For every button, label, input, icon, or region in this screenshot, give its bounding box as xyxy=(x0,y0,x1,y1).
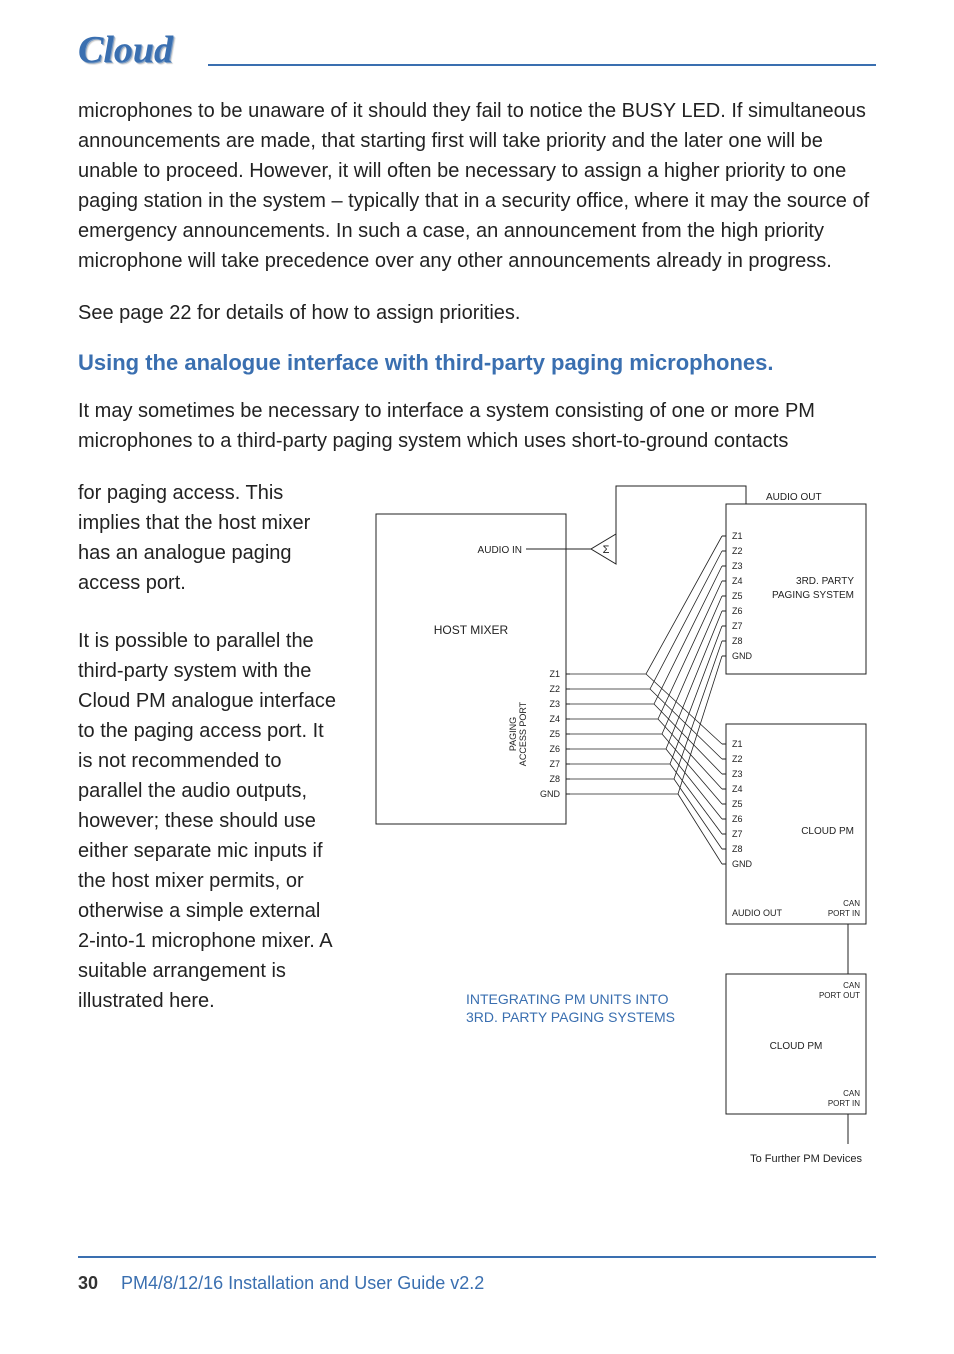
page-footer: 30 PM4/8/12/16 Installation and User Gui… xyxy=(78,1273,484,1294)
column-paragraph-1: for paging access. This implies that the… xyxy=(78,478,338,598)
header-rule xyxy=(208,64,876,66)
svg-text:Z1: Z1 xyxy=(732,739,743,749)
svg-text:Z3: Z3 xyxy=(549,699,560,709)
svg-text:Z4: Z4 xyxy=(549,714,560,724)
body-paragraph-3: It may sometimes be necessary to interfa… xyxy=(78,396,876,456)
svg-text:Z5: Z5 xyxy=(732,591,743,601)
svg-text:Z5: Z5 xyxy=(732,799,743,809)
svg-text:Z8: Z8 xyxy=(549,774,560,784)
svg-text:Z2: Z2 xyxy=(732,546,743,556)
svg-text:Z2: Z2 xyxy=(549,684,560,694)
body-paragraph-2: See page 22 for details of how to assign… xyxy=(78,298,876,328)
svg-text:Z4: Z4 xyxy=(732,576,743,586)
svg-text:Z1: Z1 xyxy=(732,531,743,541)
svg-text:CLOUD PM: CLOUD PM xyxy=(770,1041,823,1052)
svg-text:3RD. PARTY: 3RD. PARTY xyxy=(796,576,854,587)
svg-text:GND: GND xyxy=(732,859,753,869)
page-number: 30 xyxy=(78,1273,98,1293)
svg-text:Z2: Z2 xyxy=(732,754,743,764)
svg-text:CAN: CAN xyxy=(843,981,860,990)
svg-text:GND: GND xyxy=(540,789,561,799)
svg-text:PORT IN: PORT IN xyxy=(828,1099,860,1108)
svg-text:CAN: CAN xyxy=(843,899,860,908)
svg-text:Z6: Z6 xyxy=(732,606,743,616)
svg-text:Z1: Z1 xyxy=(549,669,560,679)
svg-text:HOST MIXER: HOST MIXER xyxy=(434,623,509,637)
svg-text:CLOUD PM: CLOUD PM xyxy=(801,826,854,837)
footer-rule xyxy=(78,1256,876,1258)
svg-text:GND: GND xyxy=(732,651,753,661)
svg-text:Z7: Z7 xyxy=(549,759,560,769)
svg-text:CAN: CAN xyxy=(843,1089,860,1098)
svg-text:AUDIO OUT: AUDIO OUT xyxy=(766,492,822,503)
svg-text:Z6: Z6 xyxy=(549,744,560,754)
section-heading: Using the analogue interface with third-… xyxy=(78,350,876,376)
svg-text:PAGING: PAGING xyxy=(508,717,518,751)
svg-text:To Further PM Devices: To Further PM Devices xyxy=(750,1153,862,1165)
svg-text:Z6: Z6 xyxy=(732,814,743,824)
svg-text:Z4: Z4 xyxy=(732,784,743,794)
svg-text:ACCESS PORT: ACCESS PORT xyxy=(518,701,528,766)
svg-text:3RD. PARTY PAGING SYSTEMS: 3RD. PARTY PAGING SYSTEMS xyxy=(466,1009,675,1025)
footer-text: PM4/8/12/16 Installation and User Guide … xyxy=(121,1273,484,1293)
svg-text:PAGING SYSTEM: PAGING SYSTEM xyxy=(772,590,854,601)
brand-logo: Cloud xyxy=(78,28,173,72)
column-paragraph-2: It is possible to parallel the third-par… xyxy=(78,626,338,1016)
svg-text:Z3: Z3 xyxy=(732,561,743,571)
svg-text:AUDIO OUT: AUDIO OUT xyxy=(732,908,783,918)
svg-text:Z7: Z7 xyxy=(732,621,743,631)
svg-text:Z3: Z3 xyxy=(732,769,743,779)
body-paragraph-1: microphones to be unaware of it should t… xyxy=(78,96,876,276)
wiring-diagram: HOST MIXER AUDIO IN Σ 3RD. PARTY PAGING SYST… xyxy=(356,478,876,1194)
svg-text:Z7: Z7 xyxy=(732,829,743,839)
svg-text:Σ: Σ xyxy=(603,544,610,556)
svg-text:PORT OUT: PORT OUT xyxy=(819,991,860,1000)
svg-text:Z8: Z8 xyxy=(732,636,743,646)
svg-text:PORT IN: PORT IN xyxy=(828,909,860,918)
svg-text:INTEGRATING PM UNITS INTO: INTEGRATING PM UNITS INTO xyxy=(466,991,669,1007)
svg-text:AUDIO IN: AUDIO IN xyxy=(478,545,522,556)
svg-text:Z8: Z8 xyxy=(732,844,743,854)
svg-text:Z5: Z5 xyxy=(549,729,560,739)
